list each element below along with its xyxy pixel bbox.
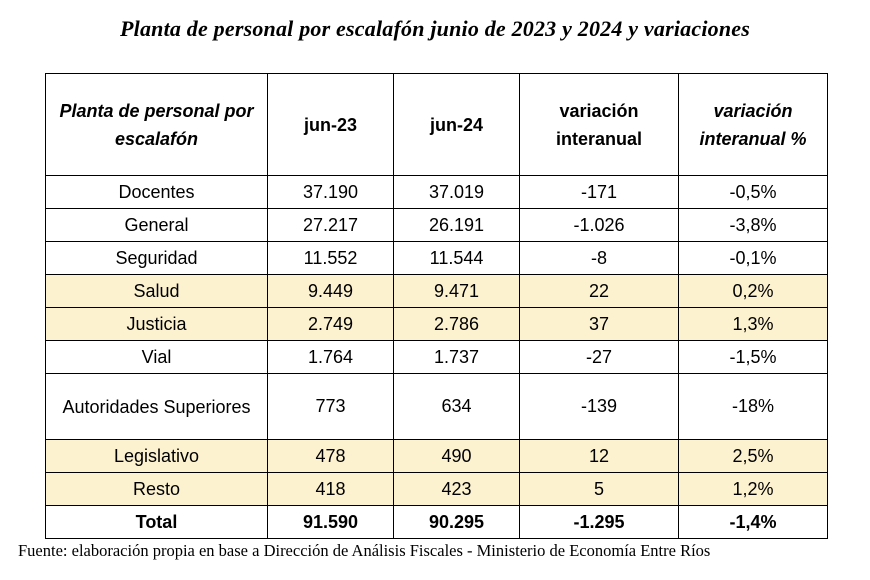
cell-jun23: 2.749 xyxy=(267,307,394,341)
cell-jun23: 11.552 xyxy=(267,241,394,275)
cell-variacion: 37 xyxy=(519,307,679,341)
cell-variacion: 22 xyxy=(519,274,679,308)
cell-variacion: 5 xyxy=(519,472,679,506)
table-row: General 27.217 26.191 -1.026 -3,8% xyxy=(45,208,828,242)
header-variacion: variación interanual xyxy=(519,73,679,176)
cell-variacion-pct: 2,5% xyxy=(678,439,828,473)
header-jun24: jun-24 xyxy=(393,73,520,176)
cell-variacion: -171 xyxy=(519,175,679,209)
header-variacion-pct: variación interanual % xyxy=(678,73,828,176)
cell-variacion-pct: 1,2% xyxy=(678,472,828,506)
cell-jun23: 418 xyxy=(267,472,394,506)
cell-variacion-pct: -18% xyxy=(678,373,828,440)
total-jun24: 90.295 xyxy=(393,505,520,539)
row-label: Docentes xyxy=(45,175,268,209)
cell-jun23: 1.764 xyxy=(267,340,394,374)
table-row: Docentes 37.190 37.019 -171 -0,5% xyxy=(45,175,828,209)
header-jun23: jun-23 xyxy=(267,73,394,176)
total-label: Total xyxy=(45,505,268,539)
cell-variacion-pct: -3,8% xyxy=(678,208,828,242)
table-header-row: Planta de personal por escalafón jun-23 … xyxy=(45,73,828,176)
table-row: Autoridades Superiores 773 634 -139 -18% xyxy=(45,373,828,440)
row-label: Justicia xyxy=(45,307,268,341)
cell-variacion-pct: -0,5% xyxy=(678,175,828,209)
cell-jun23: 9.449 xyxy=(267,274,394,308)
cell-jun24: 490 xyxy=(393,439,520,473)
table-row: Justicia 2.749 2.786 37 1,3% xyxy=(45,307,828,341)
table-row: Resto 418 423 5 1,2% xyxy=(45,472,828,506)
cell-jun24: 2.786 xyxy=(393,307,520,341)
cell-variacion-pct: 0,2% xyxy=(678,274,828,308)
cell-variacion-pct: -1,5% xyxy=(678,340,828,374)
row-label: Resto xyxy=(45,472,268,506)
table-row: Vial 1.764 1.737 -27 -1,5% xyxy=(45,340,828,374)
cell-variacion: -8 xyxy=(519,241,679,275)
cell-jun24: 1.737 xyxy=(393,340,520,374)
table-total-row: Total 91.590 90.295 -1.295 -1,4% xyxy=(45,505,828,539)
table-row: Seguridad 11.552 11.544 -8 -0,1% xyxy=(45,241,828,275)
cell-jun23: 478 xyxy=(267,439,394,473)
source-note: Fuente: elaboración propia en base a Dir… xyxy=(18,541,711,560)
row-label: Salud xyxy=(45,274,268,308)
cell-jun23: 773 xyxy=(267,373,394,440)
cell-variacion: -139 xyxy=(519,373,679,440)
total-variacion: -1.295 xyxy=(519,505,679,539)
cell-variacion-pct: -0,1% xyxy=(678,241,828,275)
cell-jun24: 634 xyxy=(393,373,520,440)
table-row: Legislativo 478 490 12 2,5% xyxy=(45,439,828,473)
header-escalafon: Planta de personal por escalafón xyxy=(45,73,268,176)
total-variacion-pct: -1,4% xyxy=(678,505,828,539)
cell-variacion: 12 xyxy=(519,439,679,473)
cell-jun24: 9.471 xyxy=(393,274,520,308)
cell-jun24: 423 xyxy=(393,472,520,506)
cell-jun24: 37.019 xyxy=(393,175,520,209)
staff-table: Planta de personal por escalafón jun-23 … xyxy=(45,73,828,539)
cell-variacion: -1.026 xyxy=(519,208,679,242)
row-label: Seguridad xyxy=(45,241,268,275)
cell-jun24: 11.544 xyxy=(393,241,520,275)
cell-jun23: 37.190 xyxy=(267,175,394,209)
table-row: Salud 9.449 9.471 22 0,2% xyxy=(45,274,828,308)
page-title: Planta de personal por escalafón junio d… xyxy=(120,16,750,41)
row-label: Autoridades Superiores xyxy=(45,373,268,440)
row-label: Vial xyxy=(45,340,268,374)
cell-jun24: 26.191 xyxy=(393,208,520,242)
row-label: General xyxy=(45,208,268,242)
cell-jun23: 27.217 xyxy=(267,208,394,242)
row-label: Legislativo xyxy=(45,439,268,473)
cell-variacion: -27 xyxy=(519,340,679,374)
total-jun23: 91.590 xyxy=(267,505,394,539)
cell-variacion-pct: 1,3% xyxy=(678,307,828,341)
